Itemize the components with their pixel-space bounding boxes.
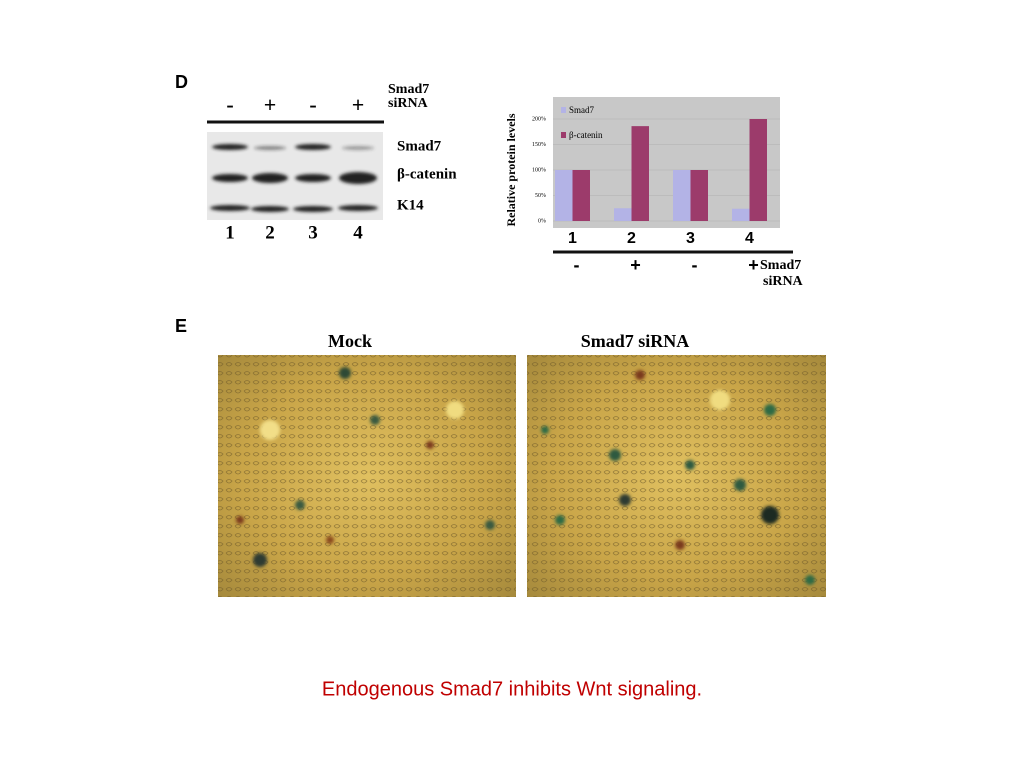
- western-blot: [207, 120, 384, 220]
- band: [210, 205, 250, 211]
- bands: [210, 144, 378, 212]
- treatment-sign: -: [574, 255, 580, 275]
- bar: [749, 119, 767, 221]
- band: [293, 206, 333, 212]
- treatment-sign: -: [692, 255, 698, 275]
- caption: Endogenous Smad7 inhibits Wnt signaling.: [322, 678, 702, 700]
- lane-label: 2: [265, 222, 275, 243]
- treatment-sign: -: [226, 92, 233, 117]
- cell-texture: [218, 355, 516, 597]
- band: [252, 173, 288, 183]
- x-tick-label: 1: [568, 230, 577, 247]
- bar: [572, 170, 590, 221]
- treatment-sign: +: [630, 255, 641, 275]
- stain-spots: [236, 367, 495, 567]
- y-tick-label: 200%: [532, 116, 546, 122]
- y-axis-label: Relative protein levels: [504, 113, 518, 226]
- bar: [673, 170, 691, 221]
- legend-swatch: [561, 132, 566, 138]
- treatment-sign: -: [309, 92, 316, 117]
- lane-label: 3: [308, 222, 318, 243]
- micrograph: [218, 355, 516, 597]
- band: [338, 205, 378, 211]
- cell-texture: [527, 355, 826, 597]
- band: [339, 172, 377, 184]
- treatment-label: siRNA: [763, 274, 804, 289]
- y-tick-label: 150%: [532, 142, 546, 148]
- treatment-sign: +: [264, 92, 277, 117]
- bar: [555, 170, 573, 221]
- y-tick-label: 50%: [535, 193, 546, 199]
- x-tick-label: 2: [627, 230, 636, 247]
- legend-label: Smad7: [569, 105, 595, 115]
- row-label: β-catenin: [397, 166, 457, 182]
- micrograph: [527, 355, 826, 597]
- panel-label: E: [175, 316, 187, 336]
- band: [295, 144, 331, 150]
- lane-label: 1: [225, 222, 235, 243]
- x-tick-label: 4: [745, 230, 754, 247]
- image-title: Smad7 siRNA: [581, 331, 690, 351]
- band: [342, 146, 374, 150]
- treatment-label: Smad7: [760, 258, 801, 273]
- band: [295, 174, 331, 182]
- image-title: Mock: [328, 331, 372, 351]
- treatment-label: siRNA: [388, 96, 429, 111]
- x-tick-label: 3: [686, 230, 695, 247]
- bar: [732, 208, 750, 221]
- treatment-sign: +: [352, 92, 365, 117]
- legend-swatch: [561, 107, 566, 113]
- band: [212, 144, 248, 150]
- bar: [690, 170, 708, 221]
- panel-label: D: [175, 72, 188, 92]
- stain-spots: [541, 370, 815, 585]
- treatment-sign: +: [748, 255, 759, 275]
- band: [251, 206, 289, 212]
- row-label: K14: [397, 197, 424, 213]
- bar: [614, 208, 632, 221]
- y-tick-label: 100%: [532, 167, 546, 173]
- y-tick-label: 0%: [538, 218, 546, 224]
- bar: [631, 126, 649, 221]
- lane-label: 4: [353, 222, 363, 243]
- treatment-label: Smad7: [388, 82, 429, 97]
- row-label: Smad7: [397, 138, 442, 154]
- legend-label: β-catenin: [569, 130, 603, 140]
- band: [254, 146, 286, 150]
- band: [212, 174, 248, 182]
